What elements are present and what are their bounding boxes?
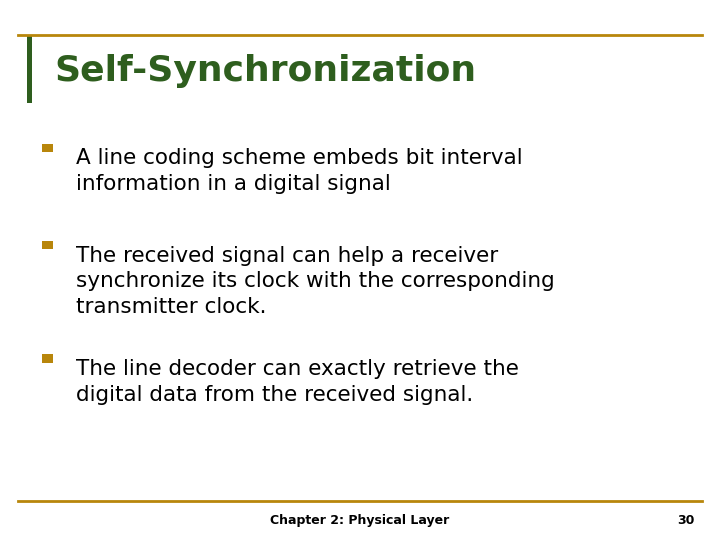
Text: Self-Synchronization: Self-Synchronization	[54, 55, 476, 88]
Bar	[27, 35, 32, 103]
Text: The received signal can help a receiver
synchronize its clock with the correspon: The received signal can help a receiver …	[76, 246, 554, 317]
Text: 30: 30	[678, 514, 695, 527]
Text: A line coding scheme embeds bit interval
information in a digital signal: A line coding scheme embeds bit interval…	[76, 148, 522, 194]
Text: Chapter 2: Physical Layer: Chapter 2: Physical Layer	[271, 514, 449, 527]
Bar	[42, 144, 53, 152]
Text: The line decoder can exactly retrieve the
digital data from the received signal.: The line decoder can exactly retrieve th…	[76, 359, 518, 404]
Bar	[42, 241, 53, 249]
Bar	[42, 354, 53, 362]
